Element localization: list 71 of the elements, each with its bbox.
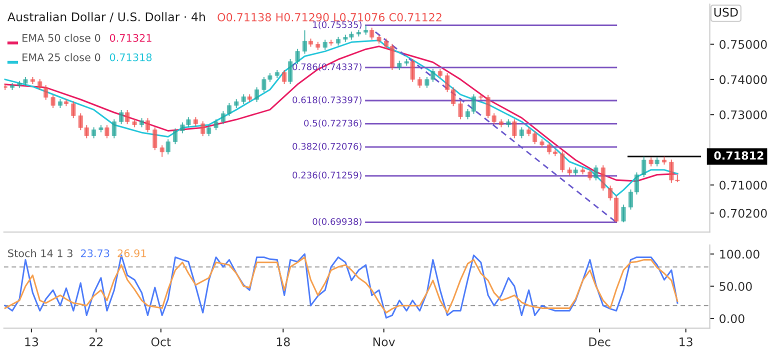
- candlestick: [438, 68, 442, 79]
- candlestick: [364, 24, 368, 36]
- candlestick: [200, 120, 206, 137]
- legend-label: EMA 50 close 0: [22, 34, 100, 42]
- annotation: 0.618(0.73397): [292, 96, 362, 104]
- y-tick-label: 50.00: [720, 282, 752, 291]
- annotation: 23.73: [80, 249, 110, 258]
- y-tick-label: 0.00: [720, 314, 744, 324]
- candlestick: [594, 164, 598, 181]
- annotation: 0.382(0.72076): [292, 142, 362, 151]
- y-tick-label: 0.74000: [720, 75, 767, 84]
- y-tick-label: 0.71000: [720, 180, 767, 190]
- candlestick: [288, 58, 293, 85]
- text: 0.71812: [714, 151, 764, 160]
- candlestick: [166, 138, 170, 155]
- y-tick-label: 0.73000: [720, 110, 767, 120]
- candlestick: [112, 118, 116, 139]
- candlestick: [50, 94, 56, 108]
- candlestick: [173, 128, 178, 145]
- candlestick: [71, 100, 76, 119]
- candlestick: [119, 110, 124, 125]
- annotation: 0.71318: [110, 53, 152, 62]
- candlestick: [282, 69, 287, 85]
- x-tick-label: 13: [25, 337, 38, 346]
- candlestick: [370, 27, 374, 40]
- candlestick: [125, 110, 130, 125]
- candlestick: [418, 76, 422, 88]
- candlestick: [560, 150, 565, 173]
- text: USD: [714, 8, 738, 17]
- candlestick: [302, 30, 307, 54]
- candlestick: [600, 164, 606, 192]
- annotation: 26.91: [118, 249, 146, 258]
- x-tick-label: Dec: [589, 338, 610, 346]
- candlestick: [214, 118, 218, 131]
- candlestick: [92, 126, 96, 139]
- x-tick-label: 22: [90, 337, 103, 346]
- candlestick: [397, 60, 402, 71]
- y-tick-label: 0.70200: [720, 208, 767, 218]
- candlestick: [642, 156, 646, 178]
- candlestick: [104, 124, 110, 139]
- y-tick-label: 100.00: [720, 250, 760, 259]
- x-tick-label: 13: [680, 337, 692, 346]
- candlestick: [458, 100, 463, 120]
- text: Australian Dollar / U.S. Dollar · 4h: [8, 12, 205, 22]
- x-tick-label: Nov: [373, 338, 395, 346]
- candlestick: [254, 86, 260, 103]
- candlestick: [241, 94, 246, 105]
- annotation: 0.236(0.71259): [292, 172, 362, 180]
- annotation: 0(0.69938): [312, 218, 362, 226]
- legend-label: EMA 25 close 0: [22, 53, 100, 62]
- y-tick-label: 0.75000: [720, 40, 767, 49]
- annotation: 1(0.75535): [313, 21, 362, 30]
- annotation: 0.71321: [110, 34, 152, 42]
- annotation: 0.5(0.72736): [304, 120, 362, 128]
- candlestick: [206, 124, 212, 137]
- annotation: Stoch 14 1 3: [8, 249, 72, 258]
- candlestick: [152, 126, 158, 151]
- candlestick: [621, 204, 626, 223]
- annotation: O0.71138 H0.71290 L0.71076 C0.71122: [218, 13, 442, 22]
- candlestick: [410, 58, 415, 82]
- x-tick-label: Oct: [151, 337, 171, 346]
- candlestick: [519, 126, 524, 139]
- x-tick-label: 18: [276, 337, 290, 346]
- candlestick: [295, 48, 300, 65]
- candlestick: [160, 144, 164, 158]
- candlestick: [145, 118, 150, 133]
- candlestick: [512, 118, 517, 139]
- candlestick: [139, 118, 144, 128]
- candlestick: [588, 168, 592, 181]
- candlestick: [322, 39, 328, 50]
- candlestick: [193, 116, 198, 127]
